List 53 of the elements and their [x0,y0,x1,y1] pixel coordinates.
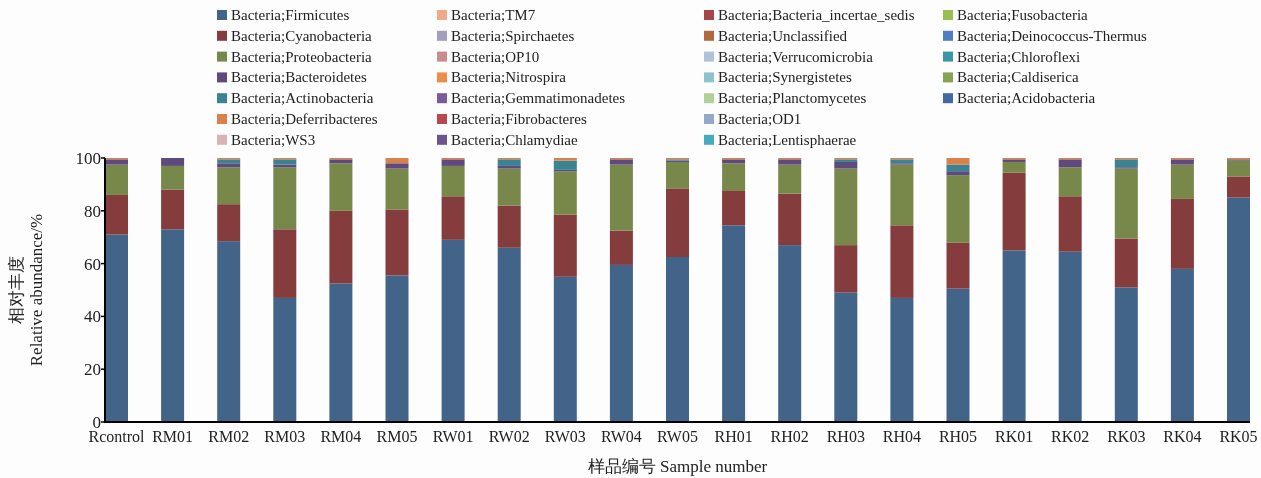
legend-label: Bacteria;Deferribacteres [231,111,378,127]
y-tick-label: 60 [84,254,101,274]
legend-label: Bacteria;Chloroflexi [957,48,1081,65]
legend-label: Bacteria;Verrucomicrobia [718,48,874,65]
legend-label: Bacteria;Actinobacteria [231,90,374,107]
legend-label: Bacteria;Bacteria_incertae_sedis [718,7,915,23]
legend-label: Bacteria;Proteobacteria [231,48,373,65]
legend-label: Bacteria;Fusobacteria [957,7,1089,23]
x-tick-label: RH05 [938,428,978,445]
legend-label: Bacteria;Deinococcus-Thermus [957,27,1148,44]
y-tick-label: 100 [75,149,101,168]
legend-label: Bacteria;OD1 [718,111,802,127]
x-tick-label: RM05 [376,428,418,445]
x-tick-label: RW02 [488,428,530,445]
x-tick-label: RK05 [1219,428,1258,445]
legend-label: Bacteria;Caldiserica [957,69,1079,86]
legend-label: Bacteria;OP10 [451,48,540,65]
x-tick-label: RH01 [714,428,753,445]
x-tick-label: RK01 [994,428,1034,445]
x-tick-label: RM01 [152,428,194,445]
legend-label: Bacteria;Chlamydiae [451,131,578,148]
legend-label: Bacteria;Unclassified [718,27,848,44]
legend-label: Bacteria;Synergistetes [718,69,853,86]
x-tick-label: RK03 [1107,428,1146,445]
legend-label: Bacteria;Nitrospira [451,69,567,86]
legend-label: Bacteria;Fibrobacteres [451,111,587,127]
x-tick-label: RK04 [1163,428,1202,445]
x-tick-label: RW01 [432,428,474,445]
x-tick-label: RM02 [208,428,250,445]
x-tick-label: RH04 [882,428,922,445]
x-tick-label: RW03 [544,428,586,445]
y-tick-label: 80 [84,201,101,221]
x-tick-label: RW04 [600,428,642,445]
x-tick-label: RW05 [657,428,698,445]
legend-label: Bacteria;Acidobacteria [957,90,1096,107]
x-tick-label: RH03 [826,428,865,445]
legend-label: Bacteria;Spirchaetes [451,27,575,44]
x-tick-label: RM04 [320,428,362,445]
legend-label: Bacteria;Bacteroidetes [231,69,367,86]
x-tick-label: RK02 [1051,428,1090,445]
legend-label: Bacteria;WS3 [231,131,316,148]
legend-label: Bacteria;TM7 [451,7,536,23]
legend-label: Bacteria;Firmicutes [231,7,350,23]
legend-label: Bacteria;Planctomycetes [718,90,867,107]
y-tick-label: 20 [84,360,101,380]
legend-label: Bacteria;Cyanobacteria [231,27,373,44]
legend-label: Bacteria;Gemmatimonadetes [451,90,626,107]
legend-label: Bacteria;Lentisphaerae [718,131,857,148]
y-tick-label: 40 [84,307,101,327]
x-tick-label: RM03 [264,428,306,445]
x-axis-title: 样品编号 Sample number [587,457,768,476]
x-tick-label: RH02 [770,428,809,445]
y-axis-title: 相对丰度 Relative abundance/% [7,213,46,367]
